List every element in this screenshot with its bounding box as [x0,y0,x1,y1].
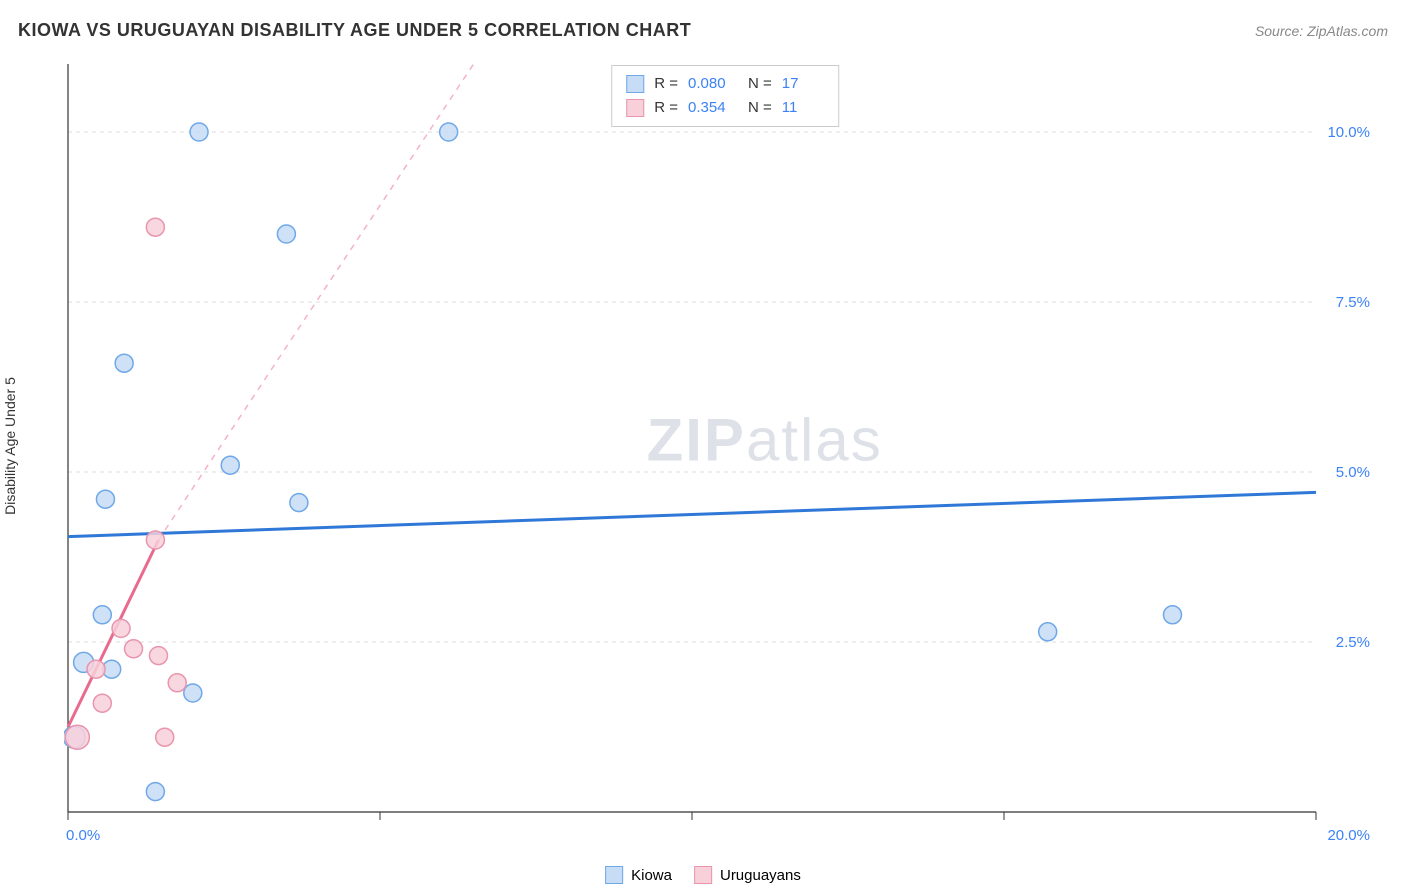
legend-stats-row: R = 0.354 N = 11 [626,96,824,120]
svg-text:20.0%: 20.0% [1327,827,1370,844]
svg-text:10.0%: 10.0% [1327,124,1370,141]
chart-title: KIOWA VS URUGUAYAN DISABILITY AGE UNDER … [18,20,691,41]
legend-item: Kiowa [605,866,672,884]
source-label: Source: ZipAtlas.com [1255,23,1388,39]
legend-swatch [626,75,644,93]
stat-r-label: R = [654,96,678,120]
stat-r-value: 0.354 [688,96,730,120]
stat-n-label: N = [748,72,772,96]
scatter-chart: 2.5% 5.0% 7.5% 10.0% 0.0% 20.0% [64,60,1386,852]
stat-r-label: R = [654,72,678,96]
svg-text:2.5%: 2.5% [1336,634,1370,651]
legend-swatch [626,99,644,117]
stat-r-value: 0.080 [688,72,730,96]
legend-stats-row: R = 0.080 N = 17 [626,72,824,96]
svg-text:7.5%: 7.5% [1336,294,1370,311]
stat-n-value: 17 [782,72,824,96]
legend-swatch [605,866,623,884]
stat-n-value: 11 [782,96,824,120]
svg-text:0.0%: 0.0% [66,827,100,844]
legend-bottom: Kiowa Uruguayans [605,866,801,884]
plot-region: 2.5%5.0%7.5%10.0%0.0%20.0% ZIPatlas R =0… [64,60,1386,852]
legend-swatch [694,866,712,884]
header: KIOWA VS URUGUAYAN DISABILITY AGE UNDER … [18,20,1388,41]
chart-area: 2.5%5.0%7.5%10.0%0.0%20.0% ZIPatlas R =0… [50,60,1386,852]
legend-label: Uruguayans [720,867,801,884]
stat-n-label: N = [748,96,772,120]
y-axis-label: Disability Age Under 5 [2,377,18,515]
svg-text:5.0%: 5.0% [1336,464,1370,481]
legend-label: Kiowa [631,867,672,884]
legend-stats-box: R = 0.080 N = 17 R = 0.354 N = 11 [611,65,839,127]
legend-item: Uruguayans [694,866,801,884]
